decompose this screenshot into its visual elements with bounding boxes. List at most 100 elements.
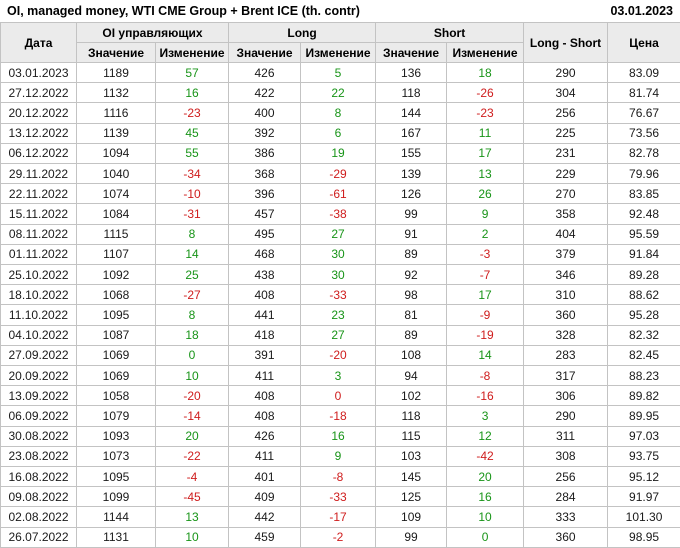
long-change-cell: 27 bbox=[300, 223, 377, 245]
col-header-long-short: Long - Short bbox=[523, 22, 609, 63]
short-value-cell: 126 bbox=[375, 183, 448, 205]
oi-value-cell: 1107 bbox=[76, 243, 156, 266]
oi-change-cell: -4 bbox=[154, 466, 230, 488]
price-cell: 83.09 bbox=[607, 61, 680, 84]
price-cell: 89.28 bbox=[607, 264, 680, 286]
short-value-cell: 91 bbox=[375, 223, 448, 245]
table-row: 13.09.2022 1058 -20 408 0 102 -16 306 89.82 bbox=[0, 385, 680, 407]
short-change-cell: 12 bbox=[446, 425, 525, 447]
date-cell: 20.09.2022 bbox=[0, 365, 77, 387]
long-value-cell: 468 bbox=[228, 243, 302, 266]
short-change-cell: 13 bbox=[446, 163, 525, 185]
long-short-cell: 225 bbox=[523, 122, 609, 144]
long-value-cell: 391 bbox=[228, 344, 302, 367]
long-change-cell: 23 bbox=[300, 304, 377, 326]
price-cell: 76.67 bbox=[607, 102, 680, 124]
price-cell: 91.84 bbox=[607, 243, 680, 266]
price-cell: 79.96 bbox=[607, 163, 680, 185]
short-value-cell: 98 bbox=[375, 284, 448, 306]
long-short-cell: 283 bbox=[523, 344, 609, 367]
short-change-cell: -9 bbox=[446, 304, 525, 326]
oi-change-cell: 10 bbox=[154, 365, 230, 387]
oi-change-cell: 8 bbox=[154, 304, 230, 326]
short-value-cell: 145 bbox=[375, 466, 448, 488]
subheader-oi-value: Значение bbox=[76, 42, 156, 63]
long-value-cell: 411 bbox=[228, 365, 302, 387]
long-value-cell: 408 bbox=[228, 385, 302, 407]
long-short-cell: 308 bbox=[523, 445, 609, 468]
long-short-cell: 360 bbox=[523, 304, 609, 326]
oi-value-cell: 1087 bbox=[76, 324, 156, 346]
table-row: 11.10.2022 1095 8 441 23 81 -9 360 95.28 bbox=[0, 304, 680, 326]
long-change-cell: -17 bbox=[300, 506, 377, 528]
price-cell: 81.74 bbox=[607, 82, 680, 104]
table-row: 16.08.2022 1095 -4 401 -8 145 20 256 95.12 bbox=[0, 466, 680, 488]
price-cell: 95.59 bbox=[607, 223, 680, 245]
date-cell: 01.11.2022 bbox=[0, 243, 77, 266]
date-cell: 16.08.2022 bbox=[0, 466, 77, 488]
long-change-cell: -33 bbox=[300, 284, 377, 306]
long-short-cell: 229 bbox=[523, 163, 609, 185]
long-value-cell: 368 bbox=[228, 163, 302, 185]
long-value-cell: 495 bbox=[228, 223, 302, 245]
table-row: 27.09.2022 1069 0 391 -20 108 14 283 82.45 bbox=[0, 344, 680, 367]
oi-value-cell: 1069 bbox=[76, 344, 156, 367]
short-change-cell: -8 bbox=[446, 365, 525, 387]
short-value-cell: 89 bbox=[375, 324, 448, 346]
oi-change-cell: 45 bbox=[154, 122, 230, 144]
long-change-cell: 19 bbox=[300, 142, 377, 165]
short-value-cell: 89 bbox=[375, 243, 448, 266]
oi-change-cell: -10 bbox=[154, 183, 230, 205]
oi-change-cell: -14 bbox=[154, 405, 230, 427]
date-cell: 30.08.2022 bbox=[0, 425, 77, 447]
date-cell: 25.10.2022 bbox=[0, 264, 77, 286]
short-change-cell: -26 bbox=[446, 82, 525, 104]
table-row: 23.08.2022 1073 -22 411 9 103 -42 308 93.75 bbox=[0, 445, 680, 468]
oi-value-cell: 1139 bbox=[76, 122, 156, 144]
long-short-cell: 358 bbox=[523, 203, 609, 225]
short-change-cell: 20 bbox=[446, 466, 525, 488]
oi-value-cell: 1069 bbox=[76, 365, 156, 387]
date-cell: 15.11.2022 bbox=[0, 203, 77, 225]
subheader-oi-change: Изменение bbox=[154, 42, 230, 63]
date-cell: 27.09.2022 bbox=[0, 344, 77, 367]
report-date: 03.01.2023 bbox=[610, 4, 673, 18]
long-change-cell: -18 bbox=[300, 405, 377, 427]
oi-value-cell: 1073 bbox=[76, 445, 156, 468]
long-short-cell: 333 bbox=[523, 506, 609, 528]
short-change-cell: -19 bbox=[446, 324, 525, 346]
table-row: 15.11.2022 1084 -31 457 -38 99 9 358 92.48 bbox=[0, 203, 680, 225]
long-value-cell: 442 bbox=[228, 506, 302, 528]
oi-change-cell: -27 bbox=[154, 284, 230, 306]
oi-value-cell: 1144 bbox=[76, 506, 156, 528]
table-row: 27.12.2022 1132 16 422 22 118 -26 304 81.74 bbox=[0, 82, 680, 104]
oi-value-cell: 1189 bbox=[76, 61, 156, 84]
oi-change-cell: 20 bbox=[154, 425, 230, 447]
oi-value-cell: 1116 bbox=[76, 102, 156, 124]
date-cell: 18.10.2022 bbox=[0, 284, 77, 306]
col-header-price: Цена bbox=[607, 22, 680, 63]
oi-value-cell: 1093 bbox=[76, 425, 156, 447]
table-row: 04.10.2022 1087 18 418 27 89 -19 328 82.32 bbox=[0, 324, 680, 346]
table-row: 22.11.2022 1074 -10 396 -61 126 26 270 83.85 bbox=[0, 183, 680, 205]
col-header-date: Дата bbox=[0, 22, 77, 63]
price-cell: 89.82 bbox=[607, 385, 680, 407]
table-row: 01.11.2022 1107 14 468 30 89 -3 379 91.84 bbox=[0, 243, 680, 266]
long-short-cell: 346 bbox=[523, 264, 609, 286]
oi-table: Дата OI управляющих Long Short Long - Sh… bbox=[0, 22, 680, 548]
long-value-cell: 418 bbox=[228, 324, 302, 346]
subheader-long-change: Изменение bbox=[300, 42, 377, 63]
table-row: 25.10.2022 1092 25 438 30 92 -7 346 89.28 bbox=[0, 264, 680, 286]
long-short-cell: 256 bbox=[523, 466, 609, 488]
price-cell: 82.78 bbox=[607, 142, 680, 165]
oi-change-cell: -31 bbox=[154, 203, 230, 225]
long-value-cell: 426 bbox=[228, 425, 302, 447]
date-cell: 03.01.2023 bbox=[0, 61, 77, 84]
long-change-cell: 6 bbox=[300, 122, 377, 144]
date-cell: 20.12.2022 bbox=[0, 102, 77, 124]
oi-change-cell: 0 bbox=[154, 344, 230, 367]
long-change-cell: 27 bbox=[300, 324, 377, 346]
long-short-cell: 328 bbox=[523, 324, 609, 346]
long-change-cell: 5 bbox=[300, 61, 377, 84]
col-header-short-group: Short bbox=[375, 22, 525, 43]
